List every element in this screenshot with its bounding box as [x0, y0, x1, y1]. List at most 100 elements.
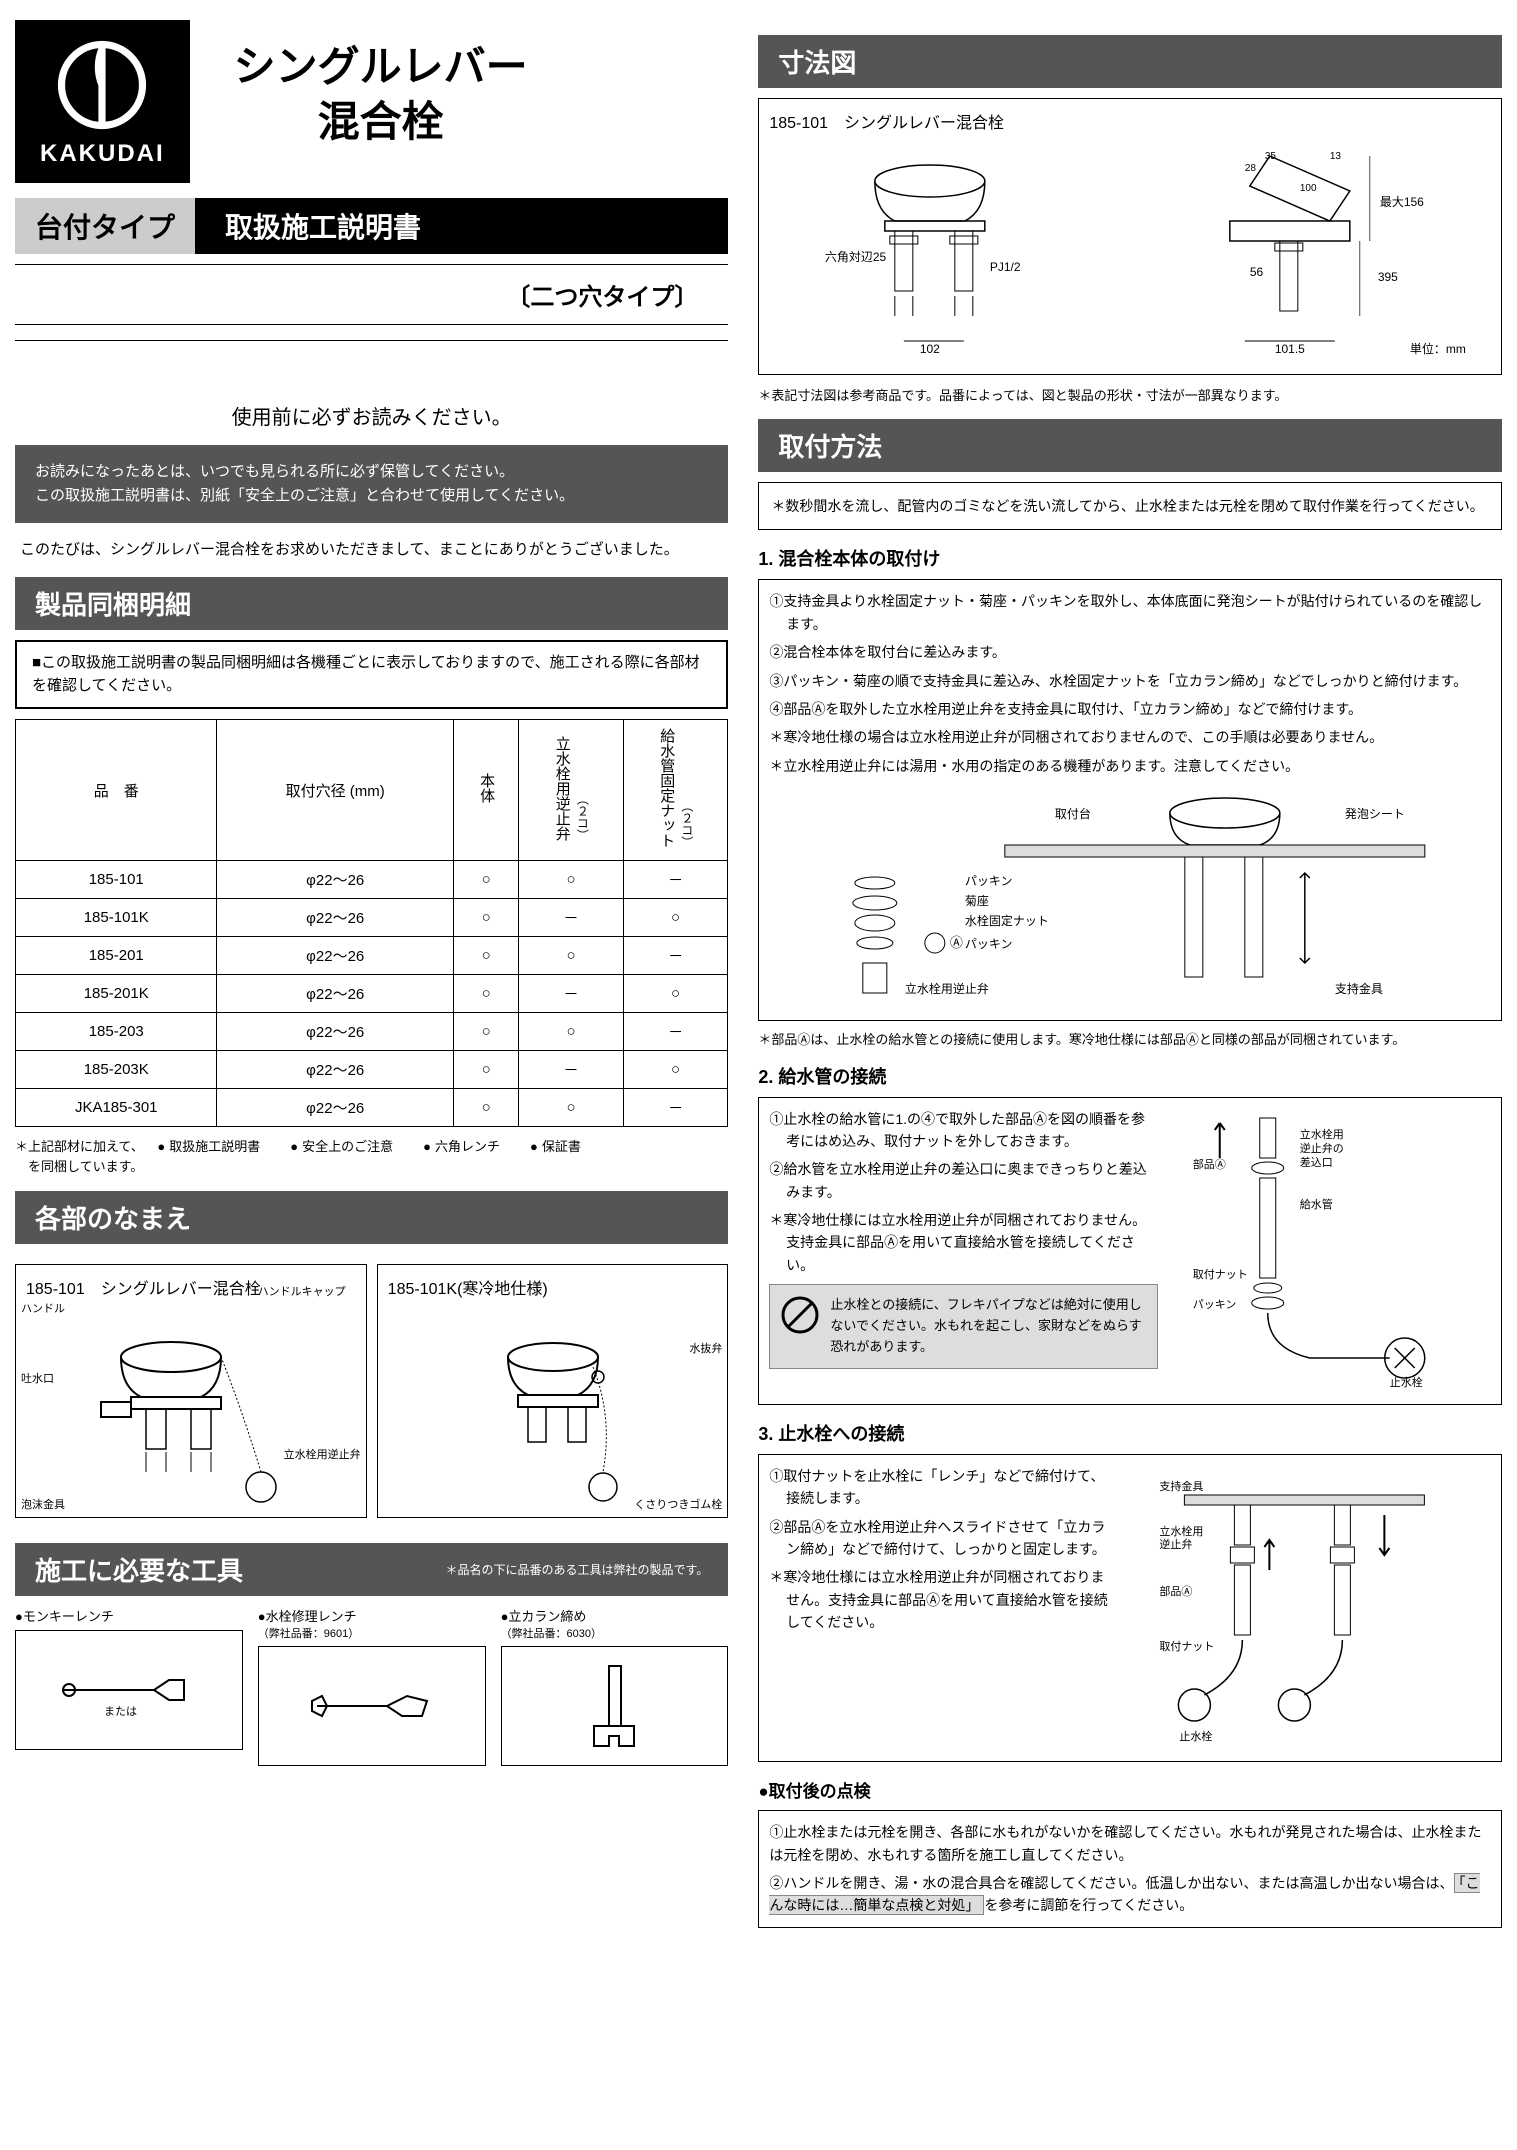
- th-nut: 給水管固定ナット （２コ）: [623, 720, 728, 861]
- product-title: シングルレバー 混合栓: [234, 40, 528, 149]
- svg-text:支持金具: 支持金具: [1335, 981, 1383, 996]
- dim-max156: 最大156: [1380, 195, 1424, 209]
- svg-text:差込口: 差込口: [1299, 1155, 1332, 1169]
- title-line-1: シングルレバー: [234, 40, 528, 95]
- pre-read-heading: 使用前に必ずお読みください。: [15, 401, 728, 430]
- install-1-heading: 1. 混合栓本体の取付け: [758, 545, 1502, 571]
- install-1-footnote: ＊部品Ⓐは、止水栓の給水管との接続に使用します。寒冷地仕様には部品Ⓐと同様の部品…: [758, 1029, 1502, 1048]
- svg-text:または: または: [104, 1705, 137, 1718]
- svg-text:給水管: 給水管: [1299, 1197, 1332, 1211]
- names-diagram-2: 185-101K(寒冷地仕様) 水抜弁 くさりつきゴム栓: [377, 1264, 729, 1518]
- table-row: 185-203φ22～26○○－: [16, 1013, 728, 1051]
- dim-395: 395: [1378, 270, 1398, 284]
- label-rubber: くさりつきゴム栓: [634, 1496, 722, 1512]
- parts-section-header: 製品同梱明細: [15, 577, 728, 630]
- install-3-heading: 3. 止水栓への接続: [758, 1420, 1502, 1446]
- dim-35: 35: [1265, 151, 1277, 162]
- th-hole: 取付穴径 (mm): [217, 720, 453, 861]
- svg-text:止水栓: 止水栓: [1180, 1729, 1213, 1743]
- svg-text:Ⓐ: Ⓐ: [950, 935, 963, 950]
- label-cap: ハンドルキャップ: [258, 1283, 346, 1299]
- names-model-2: 185-101K(寒冷地仕様): [388, 1275, 718, 1299]
- check-heading: ●取付後の点検: [758, 1777, 1502, 1802]
- th-valve: 立水栓用逆止弁 （２コ）: [519, 720, 624, 861]
- logo-icon: [57, 40, 147, 130]
- mount-type-badge: 台付タイプ: [15, 198, 195, 254]
- dim-1015: 101.5: [1275, 342, 1305, 356]
- table-row: 185-203Kφ22～26○－○: [16, 1051, 728, 1089]
- label-valve: 立水栓用逆止弁: [284, 1446, 361, 1462]
- dim-unit: 単位：mm: [1410, 341, 1466, 356]
- names-diagram-1: 185-101 シングルレバー混合栓 ハンドル ハンドルキャップ 吐水口 泡沫金…: [15, 1264, 367, 1518]
- parts-note: ■この取扱施工説明書の製品同梱明細は各機種ごとに表示しておりますので、施工される…: [15, 640, 728, 709]
- dim-56: 56: [1250, 265, 1264, 279]
- svg-text:取付ナット: 取付ナット: [1192, 1268, 1247, 1281]
- prohibit-icon: [780, 1295, 820, 1335]
- install-pre-note: ＊数秒間水を流し、配管内のゴミなどを洗い流してから、止水栓または元栓を閉めて取付…: [758, 482, 1502, 530]
- dims-diagram: 185-101 シングルレバー混合栓 六角対辺25 PJ1/2 102: [758, 98, 1502, 375]
- check-1: ①止水栓または元栓を開き、各部に水もれがないかを確認してください。水もれが発見さ…: [769, 1821, 1491, 1866]
- label-handle: ハンドル: [21, 1300, 65, 1316]
- note-line-1: お読みになったあとは、いつでも見られる所に必ず保管してください。: [35, 460, 708, 484]
- hole-type: 〔二つ穴タイプ〕: [15, 264, 728, 325]
- svg-text:取付ナット: 取付ナット: [1160, 1640, 1215, 1653]
- label-aerator: 泡沫金具: [21, 1496, 65, 1512]
- parts-footnote: ＊上記部材に加えて、 取扱施工説明書安全上のご注意六角レンチ保証書 を同梱してい…: [15, 1137, 728, 1176]
- table-row: 185-101Kφ22～26○－○: [16, 899, 728, 937]
- dims-section-header: 寸法図: [758, 35, 1502, 88]
- svg-text:部品Ⓐ: 部品Ⓐ: [1192, 1157, 1225, 1171]
- dim-100: 100: [1300, 183, 1317, 194]
- install-2-box: ①止水栓の給水管に1.の④で取外した部品Ⓐを図の順番を参考にはめ込み、取付ナット…: [758, 1097, 1502, 1405]
- dims-model: 185-101 シングルレバー混合栓: [769, 109, 1491, 133]
- svg-text:立水栓用: 立水栓用: [1299, 1127, 1343, 1141]
- svg-text:取付台: 取付台: [1055, 806, 1091, 821]
- svg-text:発泡シート: 発泡シート: [1345, 807, 1405, 821]
- brand-name: KAKUDAI: [40, 140, 165, 168]
- label-drain: 水抜弁: [689, 1340, 722, 1356]
- svg-text:止水栓: 止水栓: [1389, 1375, 1422, 1388]
- svg-text:部品Ⓐ: 部品Ⓐ: [1160, 1584, 1193, 1598]
- install-section-header: 取付方法: [758, 419, 1502, 472]
- dims-note: ＊表記寸法図は参考商品です。品番によっては、図と製品の形状・寸法が一部異なります…: [758, 385, 1502, 404]
- table-row: JKA185-301φ22～26○○－: [16, 1089, 728, 1127]
- th-body: 本体: [453, 720, 518, 861]
- svg-text:逆止弁の: 逆止弁の: [1299, 1141, 1343, 1155]
- title-line-2: 混合栓: [234, 95, 528, 150]
- svg-text:立水栓用逆止弁: 立水栓用逆止弁: [905, 981, 989, 996]
- dim-102: 102: [920, 342, 940, 356]
- install-2-heading: 2. 給水管の接続: [758, 1063, 1502, 1089]
- prohibit-text: 止水栓との接続に、フレキパイプなどは絶対に使用しないでください。水もれを起こし、…: [830, 1295, 1146, 1357]
- th-model: 品 番: [16, 720, 217, 861]
- dim-28: 28: [1245, 163, 1257, 174]
- storage-note: お読みになったあとは、いつでも見られる所に必ず保管してください。 この取扱施工説…: [15, 445, 728, 523]
- svg-text:立水栓用: 立水栓用: [1160, 1524, 1204, 1538]
- tool-cell: ●水栓修理レンチ（弊社品番：9601）: [258, 1606, 486, 1766]
- doc-type-badge: 取扱施工説明書: [195, 198, 728, 254]
- note-line-2: この取扱施工説明書は、別紙「安全上のご注意」と合わせて使用してください。: [35, 484, 708, 508]
- dim-13: 13: [1330, 151, 1342, 162]
- svg-text:水栓固定ナット: 水栓固定ナット: [965, 913, 1049, 928]
- names-section-header: 各部のなまえ: [15, 1191, 728, 1244]
- prohibit-box: 止水栓との接続に、フレキパイプなどは絶対に使用しないでください。水もれを起こし、…: [769, 1284, 1157, 1368]
- label-spout: 吐水口: [21, 1370, 54, 1386]
- svg-text:菊座: 菊座: [965, 893, 989, 908]
- tool-cell: ●モンキーレンチまたは: [15, 1606, 243, 1766]
- tool-cell: ●立カラン締め（弊社品番：6030）: [501, 1606, 729, 1766]
- table-row: 185-101φ22～26○○－: [16, 861, 728, 899]
- install-3-box: ①取付ナットを止水栓に「レンチ」などで締付けて、接続します。②部品Ⓐを立水栓用逆…: [758, 1454, 1502, 1762]
- svg-text:支持金具: 支持金具: [1160, 1479, 1204, 1493]
- check-2: ②ハンドルを開き、湯・水の混合具合を確認してください。低温しか出ない、または高温…: [769, 1872, 1491, 1917]
- dim-hex: 六角対辺25: [825, 250, 887, 264]
- svg-text:パッキン: パッキン: [965, 937, 1013, 951]
- check-box: ①止水栓または元栓を開き、各部に水もれがないかを確認してください。水もれが発見さ…: [758, 1810, 1502, 1928]
- table-row: 185-201φ22～26○○－: [16, 937, 728, 975]
- svg-text:逆止弁: 逆止弁: [1160, 1537, 1193, 1551]
- svg-text:パッキン: パッキン: [965, 874, 1013, 888]
- svg-text:パッキン: パッキン: [1192, 1298, 1236, 1311]
- thanks-text: このたびは、シングルレバー混合栓をお求めいただきまして、まことにありがとうござい…: [20, 538, 723, 562]
- dim-pj: PJ1/2: [990, 260, 1021, 274]
- parts-table: 品 番 取付穴径 (mm) 本体 立水栓用逆止弁 （２コ） 給水管固定ナット （…: [15, 719, 728, 1127]
- tools-section-header: 施工に必要な工具 ＊品名の下に品番のある工具は弊社の製品です。: [15, 1543, 728, 1596]
- table-row: 185-201Kφ22～26○－○: [16, 975, 728, 1013]
- install-1-box: ①支持金具より水栓固定ナット・菊座・パッキンを取外し、本体底面に発泡シートが貼付…: [758, 579, 1502, 1020]
